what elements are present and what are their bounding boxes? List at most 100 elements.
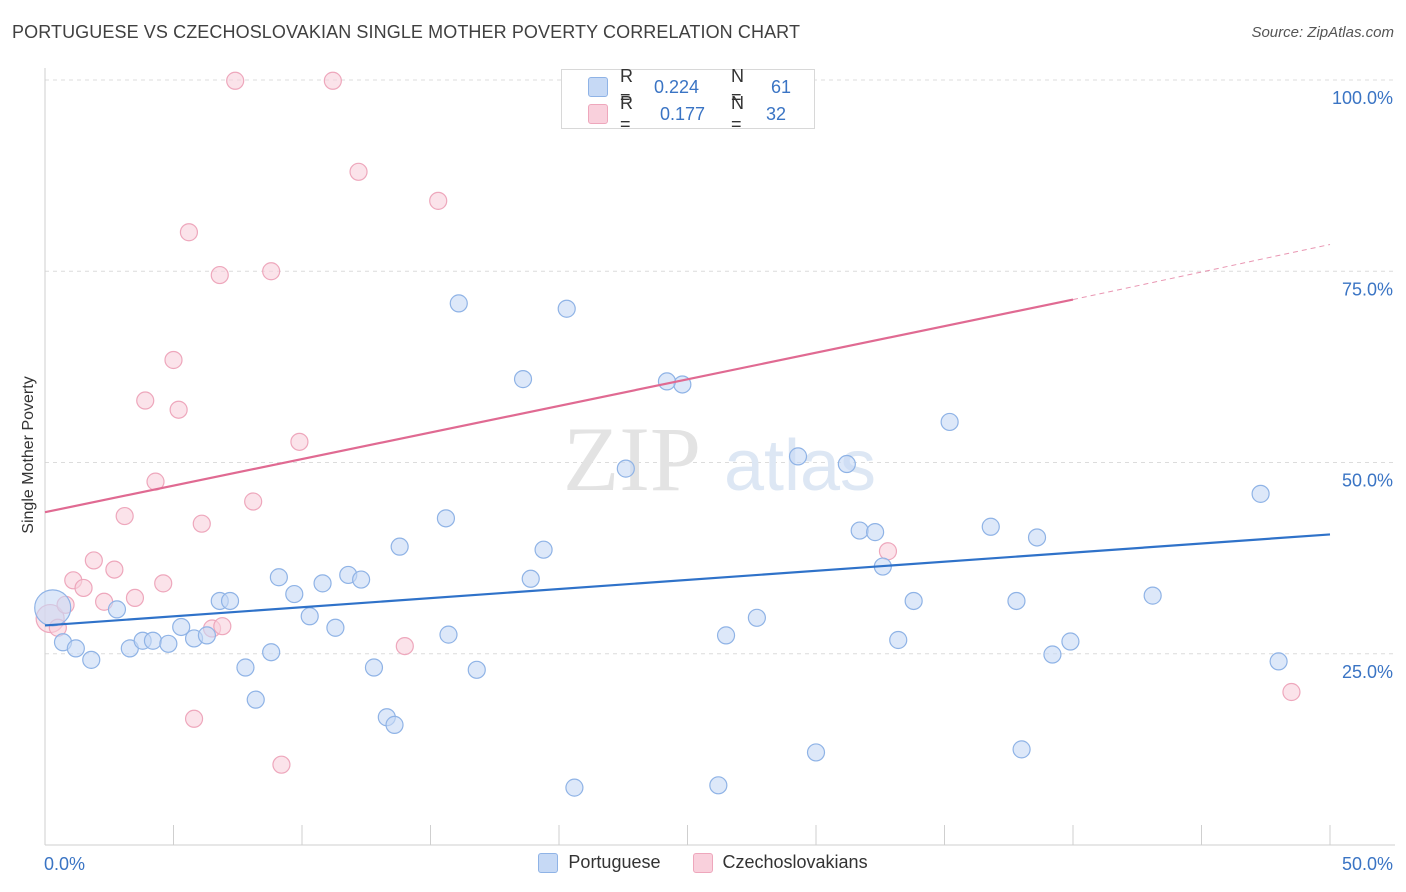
portuguese-point-54 bbox=[1012, 740, 1031, 759]
czechoslovakians-point-14 bbox=[169, 400, 188, 419]
portuguese-point-42 bbox=[747, 608, 766, 627]
czechoslovakians-point-9 bbox=[125, 588, 145, 608]
portuguese-point-60 bbox=[1269, 652, 1288, 671]
portuguese-point-26 bbox=[390, 537, 409, 556]
chart-title: PORTUGUESE VS CZECHOSLOVAKIAN SINGLE MOT… bbox=[12, 22, 801, 42]
y-tick-label-50: 50.0% bbox=[1342, 471, 1393, 491]
czechoslovakians-point-28 bbox=[395, 636, 414, 656]
y-tick-label-100: 100.0% bbox=[1332, 88, 1393, 108]
portuguese-point-11 bbox=[197, 626, 217, 645]
portuguese-point-43 bbox=[788, 447, 808, 466]
axes bbox=[44, 68, 1395, 846]
portuguese-point-51 bbox=[940, 412, 959, 432]
portuguese-point-14 bbox=[236, 658, 255, 677]
czechoslovakians-point-12 bbox=[154, 574, 173, 593]
x-tick-label-start: 0.0% bbox=[44, 854, 85, 874]
stats-legend: R = 0.224 N = 61 R = 0.177 N = 32 bbox=[561, 66, 815, 134]
czechoslovakians-point-5 bbox=[84, 551, 103, 570]
czechoslovakians-point-19 bbox=[213, 617, 232, 636]
stats-swatch-czechoslovakians bbox=[588, 104, 608, 124]
portuguese-point-18 bbox=[285, 584, 304, 604]
portuguese-point-33 bbox=[521, 569, 540, 588]
portuguese-point-57 bbox=[1061, 632, 1080, 651]
czechoslovakians-point-15 bbox=[179, 223, 199, 242]
portuguese-point-53 bbox=[1007, 591, 1026, 611]
r-value-portuguese: 0.224 bbox=[654, 76, 700, 97]
czechoslovakians-point-29 bbox=[429, 191, 448, 210]
portuguese-point-50 bbox=[904, 591, 923, 611]
portuguese-point-21 bbox=[326, 618, 345, 637]
portuguese-point-20 bbox=[313, 574, 332, 593]
czechoslovakians-point-26 bbox=[323, 71, 342, 90]
legend-item-czechoslovakians: Czechoslovakians bbox=[692, 852, 868, 873]
portuguese-point-31 bbox=[467, 660, 486, 679]
y-tick-label-25: 25.0% bbox=[1342, 662, 1393, 682]
portuguese-point-15 bbox=[246, 690, 265, 709]
czechoslovakians-point-10 bbox=[136, 391, 155, 410]
czechoslovakians-point-8 bbox=[115, 506, 134, 526]
grid-lines bbox=[45, 79, 1395, 655]
portuguese-point-8 bbox=[159, 634, 178, 653]
r-label: R = bbox=[620, 66, 633, 107]
czechoslovakians-point-22 bbox=[244, 492, 263, 511]
tick-labels: 25.0% 50.0% 75.0% 100.0% 0.0% 50.0% bbox=[44, 88, 1393, 874]
portuguese-point-29 bbox=[439, 625, 458, 644]
portuguese-point-9 bbox=[172, 617, 191, 637]
portuguese-point-24 bbox=[364, 658, 384, 677]
legend-item-portuguese: Portuguese bbox=[538, 852, 661, 873]
n-label: N = bbox=[731, 66, 744, 107]
n-value-czechoslovakians: 32 bbox=[766, 103, 787, 124]
portuguese-point-19 bbox=[300, 607, 319, 626]
portuguese-point-41 bbox=[716, 626, 736, 645]
portuguese-point-27 bbox=[385, 715, 404, 734]
portuguese-point-59 bbox=[1251, 484, 1270, 503]
portuguese-point-17 bbox=[269, 568, 288, 587]
czechoslovakians-point-25 bbox=[290, 432, 309, 451]
r-label: R = bbox=[620, 93, 633, 134]
x-tick-label-end: 50.0% bbox=[1342, 854, 1393, 874]
trend-lines bbox=[44, 243, 1331, 627]
y-tick-label-75: 75.0% bbox=[1342, 279, 1393, 299]
portuguese-point-23 bbox=[352, 570, 371, 589]
portuguese-point-46 bbox=[850, 521, 869, 540]
portuguese-point-44 bbox=[806, 743, 826, 762]
stats-swatch-portuguese bbox=[588, 77, 608, 97]
portuguese-point-45 bbox=[837, 454, 856, 474]
legend-label-czechoslovakians: Czechoslovakians bbox=[722, 852, 868, 872]
czechoslovakians-point-7 bbox=[105, 560, 124, 579]
trend-line-czechoslovakians bbox=[44, 298, 1074, 514]
czechoslovakians-point-31 bbox=[1282, 682, 1301, 702]
czechoslovakians-point-17 bbox=[192, 514, 211, 533]
portuguese-point-16 bbox=[262, 643, 281, 662]
czechoslovakians-point-13 bbox=[164, 350, 183, 370]
portuguese-point-55 bbox=[1027, 528, 1047, 547]
series-legend: Portuguese Czechoslovakians bbox=[0, 852, 1406, 873]
czechoslovakians-point-27 bbox=[349, 162, 368, 181]
portuguese-point-58 bbox=[1143, 586, 1162, 605]
portuguese-point-56 bbox=[1043, 645, 1062, 664]
zipatlas-watermark: ZIP atlas bbox=[563, 408, 876, 510]
czechoslovakians-point-30 bbox=[878, 542, 898, 561]
portuguese-point-4 bbox=[107, 600, 127, 619]
n-label: N = bbox=[731, 93, 744, 134]
portuguese-point-7 bbox=[143, 631, 163, 650]
r-value-czechoslovakians: 0.177 bbox=[660, 103, 706, 124]
portuguese-point-49 bbox=[889, 630, 908, 650]
trend-line-portuguese bbox=[44, 533, 1331, 627]
portuguese-point-34 bbox=[534, 540, 553, 559]
trend-line-czechoslovakians-extrapolated bbox=[1072, 243, 1331, 301]
n-value-portuguese: 61 bbox=[771, 76, 792, 97]
portuguese-point-35 bbox=[565, 778, 584, 797]
portuguese-point-28 bbox=[436, 509, 456, 528]
czechoslovakians-point-20 bbox=[226, 71, 245, 90]
portuguese-point-30 bbox=[449, 294, 468, 313]
czechoslovakians-point-21 bbox=[210, 265, 229, 285]
portuguese-point-32 bbox=[513, 370, 533, 389]
series-portuguese bbox=[34, 294, 1288, 797]
legend-swatch-portuguese bbox=[538, 852, 559, 873]
czechoslovakians-point-23 bbox=[262, 262, 281, 281]
portuguese-point-40 bbox=[709, 776, 728, 795]
portuguese-point-13 bbox=[220, 591, 240, 611]
legend-swatch-czechoslovakians bbox=[692, 852, 713, 873]
